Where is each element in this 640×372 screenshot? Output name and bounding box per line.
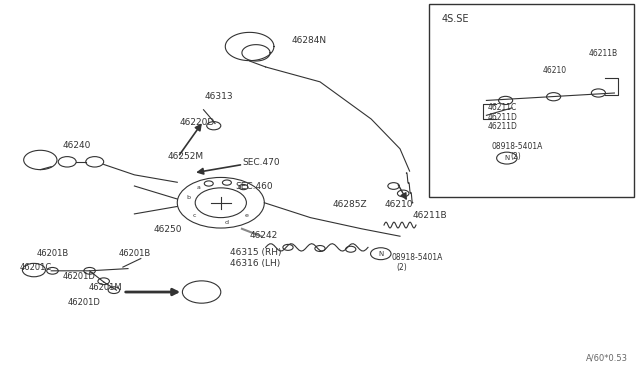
Text: 08918-5401A: 08918-5401A bbox=[492, 142, 543, 151]
Text: 46240: 46240 bbox=[62, 141, 90, 150]
Text: 46285Z: 46285Z bbox=[333, 200, 367, 209]
Text: 46210: 46210 bbox=[543, 66, 567, 75]
Text: 46210: 46210 bbox=[385, 200, 413, 209]
Text: (2): (2) bbox=[397, 263, 408, 272]
Text: (2): (2) bbox=[511, 153, 522, 161]
Text: A/60*0.53: A/60*0.53 bbox=[586, 353, 628, 362]
Text: N: N bbox=[504, 155, 509, 161]
Text: 46211B: 46211B bbox=[589, 49, 618, 58]
Text: 46313: 46313 bbox=[205, 92, 234, 101]
Bar bbox=[429, 4, 634, 197]
Text: 46201D: 46201D bbox=[63, 272, 95, 280]
Text: b: b bbox=[186, 195, 190, 200]
Text: 46201D: 46201D bbox=[67, 298, 100, 307]
Text: 46201M: 46201M bbox=[88, 283, 122, 292]
Text: 46284N: 46284N bbox=[291, 36, 326, 45]
Text: SEC.470: SEC.470 bbox=[242, 158, 280, 167]
Text: 46201B: 46201B bbox=[118, 249, 150, 258]
Text: 46211B: 46211B bbox=[413, 211, 447, 220]
Text: d: d bbox=[225, 219, 228, 225]
Text: 46250: 46250 bbox=[154, 225, 182, 234]
Text: N: N bbox=[378, 251, 383, 257]
Text: 4S.SE: 4S.SE bbox=[442, 14, 469, 23]
Text: a: a bbox=[197, 185, 201, 190]
Text: 46211C: 46211C bbox=[488, 103, 517, 112]
Text: 46201B: 46201B bbox=[37, 249, 69, 258]
Text: 46211D: 46211D bbox=[488, 122, 518, 131]
Text: SEC.460: SEC.460 bbox=[236, 182, 273, 191]
Text: 46252M: 46252M bbox=[168, 153, 204, 161]
Text: c: c bbox=[193, 213, 196, 218]
Text: 46220D: 46220D bbox=[179, 118, 214, 127]
Text: 46211D: 46211D bbox=[488, 113, 518, 122]
Text: 08918-5401A: 08918-5401A bbox=[392, 253, 443, 262]
Text: 46315 (RH): 46315 (RH) bbox=[230, 248, 282, 257]
Text: 46201C: 46201C bbox=[19, 263, 51, 272]
Text: e: e bbox=[245, 213, 249, 218]
Text: 46242: 46242 bbox=[250, 231, 278, 240]
Text: 46316 (LH): 46316 (LH) bbox=[230, 259, 281, 268]
